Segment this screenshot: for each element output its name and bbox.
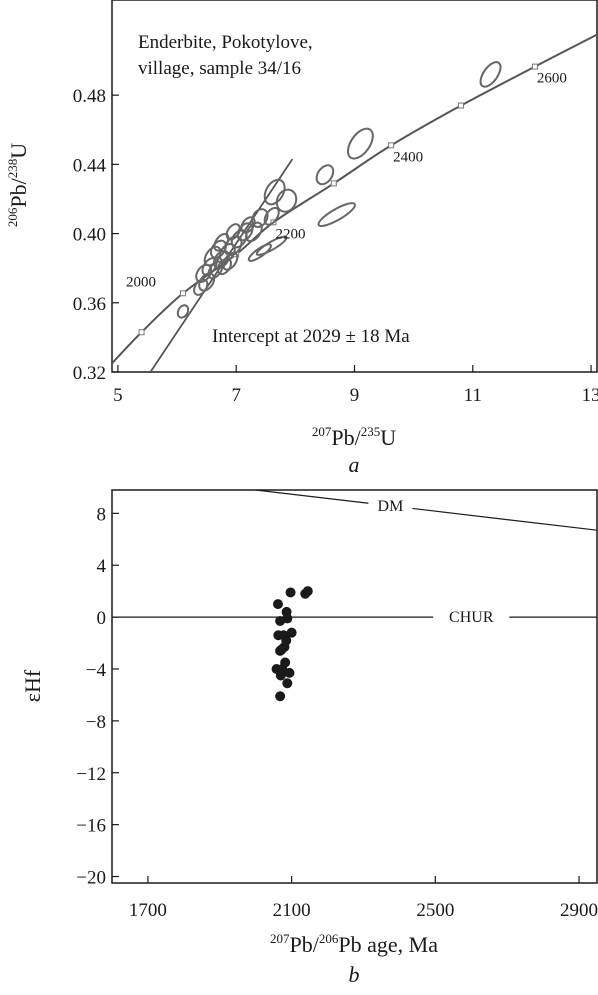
data-point <box>285 587 296 598</box>
error-ellipse <box>213 232 230 252</box>
error-ellipse <box>240 216 256 234</box>
data-point <box>275 691 286 702</box>
y-axis-title-b: εHf <box>20 669 45 702</box>
error-ellipse <box>198 272 216 292</box>
concordia-age-marker <box>330 180 337 187</box>
error-ellipse <box>315 164 335 186</box>
y-axis-title-a: 206Pb/238U <box>5 143 31 227</box>
y-tick-label-a: 0.36 <box>73 294 106 315</box>
y-tick-label-a: 0.32 <box>73 363 106 384</box>
data-point <box>280 657 291 668</box>
concordia-curve <box>112 33 597 365</box>
concordia-plot: 2000 2200 2400 2600 5 7 9 11 13 0.32 0.36 0.40 0.44… <box>5 0 598 477</box>
error-ellipse <box>176 304 190 319</box>
reference-label-chur: CHUR <box>449 609 494 626</box>
concordia-age-marker <box>179 290 186 297</box>
data-point <box>282 678 293 689</box>
error-ellipse <box>245 221 263 243</box>
data-point <box>284 667 295 678</box>
y-tick-label-b: −20 <box>76 868 106 889</box>
x-tick-label-b: 1700 <box>129 900 167 921</box>
discordia-line <box>149 158 294 372</box>
concordia-age-label: 2000 <box>126 274 156 290</box>
y-tick-label-b: 4 <box>97 556 107 577</box>
error-ellipse <box>317 202 356 227</box>
error-ellipse <box>225 223 241 241</box>
intercept-annotation: Intercept at 2029 ± 18 Ma <box>212 326 410 347</box>
x-tick-label-a: 9 <box>350 385 360 406</box>
x-axis-title-a: 207Pb/235U <box>312 424 396 450</box>
x-axis-title-b: 207Pb/206Pb age, Ma <box>270 931 438 957</box>
data-point <box>281 635 292 646</box>
error-ellipse <box>251 208 269 228</box>
error-ellipse <box>201 257 218 276</box>
y-tick-label-b: −12 <box>76 764 106 785</box>
error-ellipse <box>210 239 227 259</box>
y-tick-label-b: −16 <box>76 816 106 837</box>
data-point <box>282 613 293 624</box>
y-tick-label-b: −8 <box>86 712 106 733</box>
concordia-age-label: 2400 <box>393 149 423 165</box>
reference-label-dm: DM <box>378 498 404 515</box>
sample-annotation-line-1: Enderbite, Pokotylove, <box>138 32 313 53</box>
x-tick-label-a: 11 <box>464 385 482 406</box>
error-ellipse <box>347 127 374 160</box>
concordia-age-marker <box>457 102 464 109</box>
error-ellipse <box>193 278 209 296</box>
reference-line-dm <box>412 507 597 531</box>
data-point <box>286 627 297 638</box>
concordia-age-marker <box>531 63 538 70</box>
sample-annotation-line-2: village, sample 34/16 <box>138 58 301 79</box>
concordia-age-label: 2200 <box>275 226 305 242</box>
error-ellipse <box>247 243 272 262</box>
y-tick-label-a: 0.48 <box>73 86 106 107</box>
error-ellipse <box>255 235 288 256</box>
y-tick-label-b: 0 <box>97 608 107 629</box>
error-ellipse <box>479 61 502 88</box>
x-tick-label-a: 5 <box>113 385 123 406</box>
plot-area-b <box>111 489 598 884</box>
x-tick-label-b: 2100 <box>273 900 311 921</box>
x-tick-label-a: 13 <box>582 385 598 406</box>
y-tick-label-a: 0.44 <box>73 155 107 176</box>
y-tick-label-b: −4 <box>86 660 107 681</box>
concordia-age-label: 2600 <box>537 71 567 87</box>
error-ellipse <box>275 188 298 213</box>
reference-line-dm <box>255 490 369 504</box>
data-point <box>272 599 283 610</box>
x-tick-label-b: 2500 <box>416 900 454 921</box>
panel-label-a: a <box>349 452 360 477</box>
concordia-age-marker <box>388 142 395 149</box>
y-tick-label-b: 8 <box>97 504 107 525</box>
panel-label-b: b <box>349 962 360 987</box>
error-ellipse <box>263 178 286 206</box>
error-ellipse <box>222 251 239 271</box>
concordia-age-marker <box>138 329 145 336</box>
x-tick-label-a: 7 <box>231 385 241 406</box>
x-tick-label-b: 2900 <box>560 900 598 921</box>
y-tick-label-a: 0.40 <box>73 225 106 246</box>
data-point <box>302 586 313 597</box>
